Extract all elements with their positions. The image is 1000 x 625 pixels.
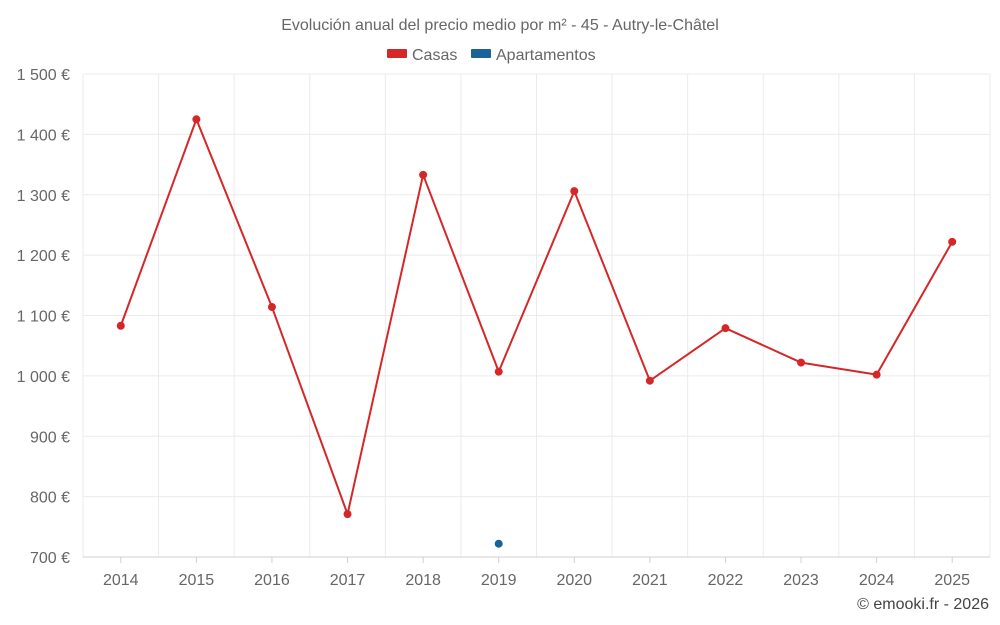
x-tick-label: 2015	[179, 572, 215, 589]
data-point-casas[interactable]	[948, 237, 957, 246]
x-axis: 2014 2015 2016 2017 2018 2019 2020 2021 2022 2023…	[83, 556, 990, 589]
series-layer	[116, 115, 957, 548]
x-tick-label: 2014	[103, 572, 139, 589]
data-point-casas[interactable]	[494, 367, 503, 376]
grid	[82, 73, 991, 557]
y-tick-label: 1 400 €	[17, 127, 70, 144]
x-tick-label: 2025	[934, 572, 970, 589]
y-tick-label: 1 300 €	[17, 188, 70, 205]
data-point-casas[interactable]	[192, 115, 201, 124]
legend: Casas Apartamentos	[387, 47, 596, 64]
legend-swatch-casas	[387, 49, 407, 58]
data-point-apartamentos[interactable]	[494, 539, 503, 548]
x-tick-label: 2024	[859, 572, 895, 589]
data-point-casas[interactable]	[570, 187, 579, 196]
y-tick-label: 1 100 €	[17, 309, 70, 326]
data-point-casas[interactable]	[343, 510, 352, 519]
x-tick-label: 2023	[783, 572, 819, 589]
chart-title: Evolución anual del precio medio por m² …	[281, 17, 719, 34]
data-point-casas[interactable]	[721, 324, 730, 333]
data-point-casas[interactable]	[267, 303, 276, 312]
credit: © emooki.fr - 2026	[857, 596, 989, 613]
y-tick-label: 900 €	[30, 429, 70, 446]
series-line-casas	[119, 118, 954, 516]
x-tick-label: 2017	[330, 572, 366, 589]
data-point-casas[interactable]	[116, 321, 125, 330]
x-tick-label: 2021	[632, 572, 668, 589]
x-tick-label: 2020	[556, 572, 592, 589]
y-tick-label: 1 500 €	[17, 67, 70, 84]
x-tick-label: 2022	[708, 572, 744, 589]
legend-swatch-apartamentos	[471, 49, 491, 58]
y-tick-label: 1 000 €	[17, 369, 70, 386]
y-tick-label: 1 200 €	[17, 248, 70, 265]
data-point-casas[interactable]	[872, 370, 881, 379]
x-tick-label: 2019	[481, 572, 517, 589]
y-tick-label: 700 €	[30, 550, 70, 567]
y-axis: 700 € 800 € 900 € 1 000 € 1 100 € 1 200 € 1 30…	[17, 67, 70, 567]
data-point-casas[interactable]	[419, 170, 428, 179]
x-tick-label: 2018	[405, 572, 441, 589]
data-point-casas[interactable]	[797, 358, 806, 367]
legend-label-apartamentos[interactable]: Apartamentos	[496, 47, 596, 64]
x-tick-label: 2016	[254, 572, 290, 589]
y-tick-label: 800 €	[30, 490, 70, 507]
data-point-casas[interactable]	[645, 376, 654, 385]
legend-label-casas[interactable]: Casas	[412, 47, 457, 64]
